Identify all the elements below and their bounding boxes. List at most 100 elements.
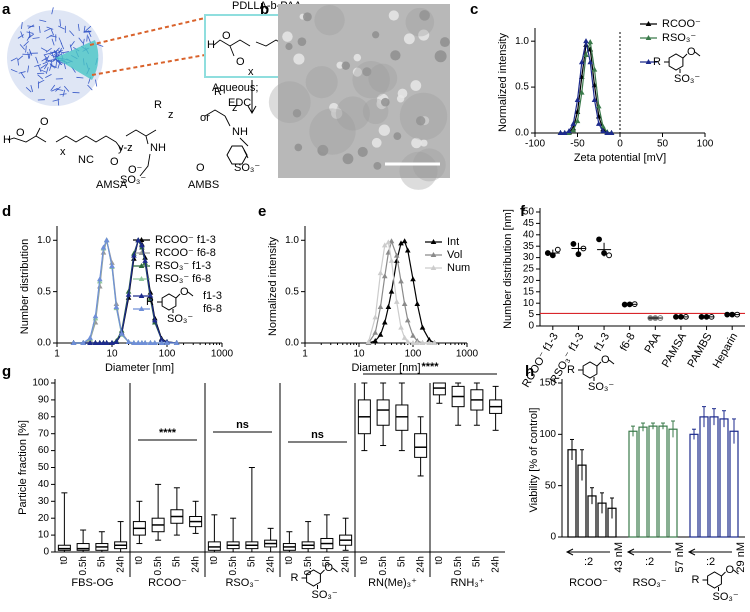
ring: [668, 53, 684, 71]
atom: O: [110, 156, 119, 168]
point: [566, 128, 572, 134]
legend-label: RSO₃⁻: [662, 32, 696, 44]
bar: [648, 425, 658, 538]
micelle-chain: [96, 43, 104, 47]
micelle-wedge: [55, 40, 99, 80]
particle: [293, 53, 305, 65]
bar: [709, 416, 719, 538]
particle: [411, 137, 422, 149]
y-tick-label: 0.5: [515, 82, 529, 93]
x-tick-label: 5h: [472, 556, 483, 567]
atom: O: [16, 127, 25, 139]
point: [113, 338, 120, 344]
bar: [729, 430, 739, 538]
atom: SO₃⁻: [120, 174, 146, 186]
x-tick-label: 0.5h: [78, 556, 89, 575]
point: [173, 340, 180, 345]
micelle-chain: [87, 36, 91, 44]
particle: [403, 33, 415, 45]
x-tick-label: 0.5h: [153, 556, 164, 575]
y-tick-label: 45: [523, 218, 535, 229]
micelle-chain: [58, 25, 65, 30]
atom: NH: [150, 142, 166, 154]
micelle-chain: [39, 69, 47, 73]
micelle-chain: [95, 79, 98, 87]
y-tick-label: 40: [38, 479, 50, 490]
point: [365, 338, 372, 344]
point: [96, 340, 103, 345]
dilution-label: :2: [645, 556, 654, 568]
point: [578, 59, 585, 65]
point: [151, 317, 158, 323]
point: [109, 259, 115, 265]
point: [381, 242, 388, 248]
bond: [320, 569, 325, 575]
point: [70, 340, 77, 345]
micelle-chain: [46, 34, 53, 39]
point: [393, 298, 400, 304]
scheme-title: PDLLA-b-PAA: [232, 0, 302, 12]
atom: O: [222, 30, 231, 42]
micelle-chain: [10, 68, 18, 73]
point: [419, 324, 426, 330]
micelle-chain: [37, 74, 44, 80]
reagent: EDC: [228, 97, 251, 109]
atom: NC: [78, 154, 94, 166]
micelle-chain: [59, 93, 67, 96]
y-tick-label: 0.0: [285, 338, 299, 349]
micelle-chain: [28, 48, 33, 56]
x-tick-label: 0.5h: [303, 556, 314, 575]
atom: R: [154, 99, 162, 111]
x-tick-label: t0: [209, 556, 220, 565]
point: [398, 240, 404, 246]
particle: [341, 61, 351, 70]
x-axis-label: Diameter [nm]: [105, 362, 174, 374]
particle: [352, 67, 363, 77]
atom: z: [232, 102, 238, 114]
panel-letter: d: [2, 203, 11, 220]
x-tick-label: -100: [525, 139, 545, 150]
stain: [305, 66, 338, 99]
y-tick-label: 30: [523, 252, 535, 263]
point: [103, 237, 110, 243]
ring: [306, 569, 321, 587]
point: [604, 130, 611, 135]
point: [591, 66, 598, 72]
point: [404, 317, 411, 323]
box: [376, 399, 390, 426]
micelle-chain: [34, 64, 42, 67]
x-tick-label: 100: [697, 139, 714, 150]
y-tick-label: 30: [38, 496, 50, 507]
y-tick-label: 0: [528, 321, 534, 332]
panel-letter: h: [525, 363, 534, 380]
point: [574, 96, 581, 102]
stain: [268, 81, 311, 124]
y-tick-label: 15: [523, 286, 535, 297]
point: [103, 340, 110, 345]
micelle-chain: [25, 45, 27, 53]
particle: [410, 80, 422, 91]
stain: [399, 92, 448, 141]
group-label: RCOO⁻: [148, 577, 187, 589]
micelle-chain: [51, 87, 58, 92]
micelle-chain: [50, 28, 55, 36]
micelle-chain: [51, 38, 55, 46]
struct-r: R: [692, 574, 700, 586]
micelle-chain: [27, 65, 30, 73]
y-tick-label: 10: [523, 298, 535, 309]
stain: [368, 63, 398, 93]
micelle-chain: [48, 58, 56, 62]
point: [398, 324, 404, 330]
particle: [390, 50, 401, 61]
y-tick-label: 80: [38, 411, 50, 422]
atom: H: [3, 134, 11, 146]
particle: [418, 29, 430, 41]
point: [591, 96, 598, 102]
concentration: 43 nM: [613, 542, 625, 573]
y-tick-label: 10: [38, 530, 50, 541]
legend-label: RSO₃⁻ f1-3: [155, 260, 211, 272]
legend-marker: [645, 59, 652, 64]
atom: H: [207, 39, 215, 51]
atom: z: [168, 109, 174, 121]
particle: [302, 12, 312, 22]
